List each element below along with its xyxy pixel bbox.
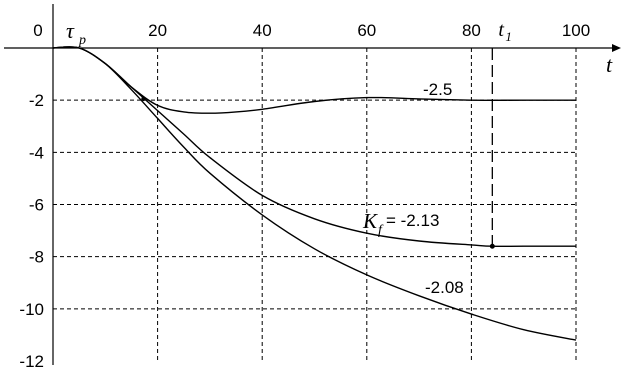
x-tick-label: 20	[148, 21, 167, 40]
y-tick-label: -2	[29, 91, 44, 110]
axes	[4, 4, 621, 365]
tau-p-label: τ	[66, 18, 75, 43]
series-label-kf-symbol: K	[362, 209, 378, 233]
x-tick-label: 80	[462, 21, 481, 40]
series-label-kf-subscript: f	[378, 223, 384, 238]
y-tick-label: -6	[29, 196, 44, 215]
tick-labels: 0 20 40 60 80 100-2-4-6-8-10-12τ p t 1t	[19, 18, 613, 367]
x-tick-label: 60	[357, 21, 376, 40]
series-line-0	[52, 46, 576, 114]
t1-marker-point	[489, 243, 495, 249]
x-tick-label: 0	[33, 21, 42, 40]
x-axis-label: t	[606, 52, 613, 77]
y-tick-label: -10	[19, 300, 44, 319]
series-label-2.08: -2.08	[425, 278, 464, 297]
series-label-2.13: = -2.13	[386, 211, 439, 230]
x-tick-label: 40	[253, 21, 272, 40]
y-tick-label: -12	[19, 352, 44, 367]
annotations: -2.5 K f = -2.13 -2.08	[362, 48, 495, 297]
y-tick-label: -4	[29, 143, 44, 162]
t1-subscript: 1	[505, 29, 512, 44]
series-label-2.5: -2.5	[423, 80, 452, 99]
t1-label: t	[498, 19, 504, 41]
series-line-2	[52, 46, 577, 341]
series-group	[52, 46, 577, 341]
junction-point	[141, 96, 146, 102]
x-tick-label: 100	[562, 21, 590, 40]
y-tick-label: -8	[29, 248, 44, 267]
grid-lines	[53, 48, 577, 361]
tau-p-subscript: p	[78, 33, 86, 48]
x-axis-arrow	[612, 44, 621, 52]
series-line-1	[52, 46, 576, 248]
